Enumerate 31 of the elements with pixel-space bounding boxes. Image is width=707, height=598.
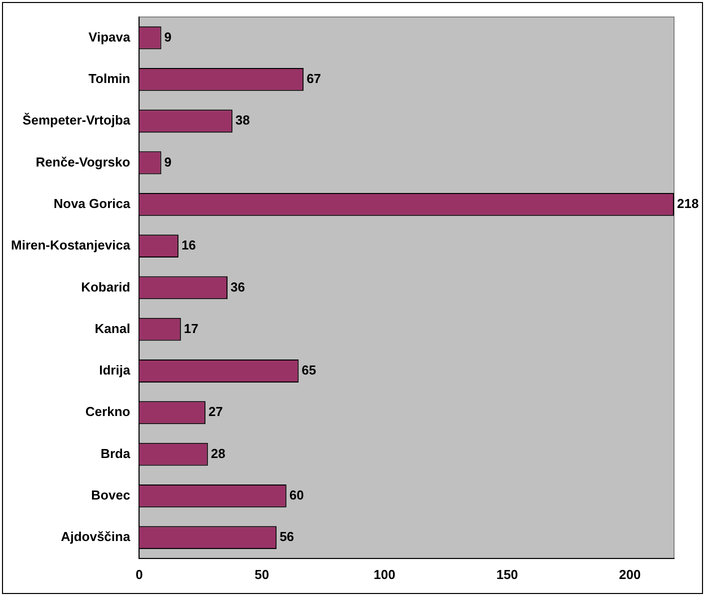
y-tick-label: Vipava: [88, 29, 131, 44]
data-label: 38: [235, 112, 250, 128]
x-tick-label: 100: [374, 566, 396, 582]
data-label: 36: [230, 279, 245, 294]
y-tick-label: Miren-Kostanjevica: [11, 238, 131, 253]
data-label: 9: [164, 29, 172, 44]
y-tick-label: Bovec: [91, 488, 130, 503]
x-tick-label: 200: [618, 566, 641, 582]
y-tick-label: Brda: [100, 446, 131, 461]
y-tick-label: Ajdovščina: [60, 529, 131, 544]
data-label: 28: [210, 446, 226, 461]
y-tick-label: Tolmin: [88, 71, 130, 86]
y-tick-label: Kobarid: [81, 279, 130, 294]
x-tick-label: 50: [254, 566, 270, 582]
data-label: 218: [677, 196, 699, 211]
data-label: 67: [306, 71, 322, 86]
y-tick-label: Kanal: [94, 320, 130, 336]
data-label: 60: [289, 488, 304, 503]
y-tick-label: Renče-Vogrsko: [36, 154, 130, 170]
data-label: 17: [184, 320, 198, 336]
data-label: 27: [208, 404, 223, 420]
data-label: 16: [181, 238, 196, 253]
data-label: 56: [280, 529, 294, 544]
y-tick-label: Nova Gorica: [54, 196, 131, 211]
data-label: 9: [164, 154, 172, 170]
data-label: 65: [302, 362, 316, 378]
x-tick-label: 0: [136, 566, 143, 582]
x-tick-label: 150: [496, 566, 518, 582]
y-tick-label: Cerkno: [85, 404, 130, 420]
y-tick-label: Idrija: [99, 362, 131, 378]
y-tick-label: Šempeter-Vrtojba: [22, 112, 131, 128]
